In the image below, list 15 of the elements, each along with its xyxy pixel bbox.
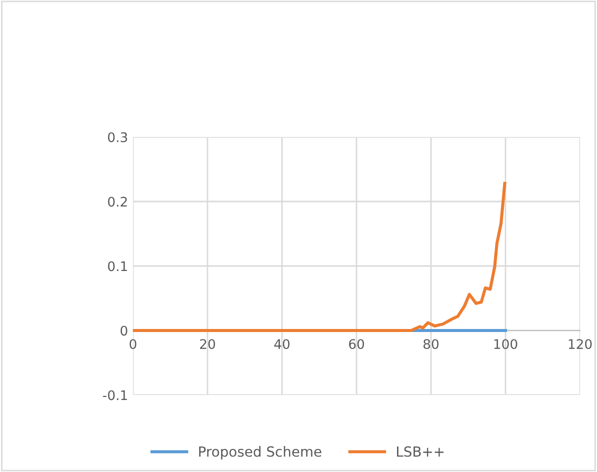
x-tick-label: 60 (349, 339, 364, 350)
line-series (133, 182, 506, 332)
y-tick-label: 0.1 (108, 261, 127, 272)
y-tick-label: 0.2 (108, 196, 127, 207)
y-tick-label: 0 (120, 326, 128, 336)
x-tick-label: 20 (200, 339, 216, 350)
x-tick-label: 0 (130, 339, 136, 350)
x-tick-label: 120 (568, 339, 592, 350)
x-tick-label: 80 (424, 339, 439, 350)
y-tick-label: 0.3 (108, 132, 128, 142)
x-tick-label: 100 (494, 339, 518, 350)
legend-label: LSB++ (397, 446, 444, 457)
y-tick-label: -0.1 (103, 390, 127, 400)
legend-label: Proposed Scheme (199, 446, 322, 460)
x-tick-label: 40 (274, 339, 290, 350)
